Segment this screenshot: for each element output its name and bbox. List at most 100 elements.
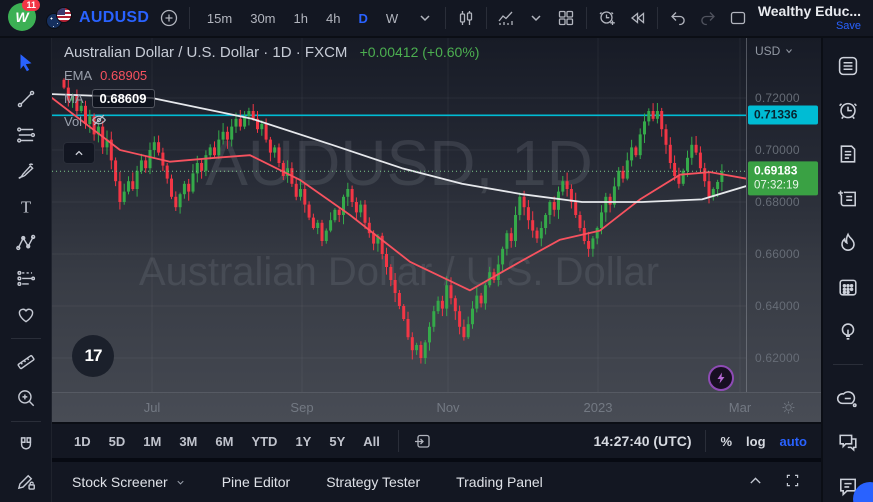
public-chat-icon[interactable] (830, 426, 866, 457)
range-button-All[interactable]: All (363, 433, 380, 449)
layout-grid-button[interactable] (556, 4, 576, 32)
tradingview-logo[interactable]: 17 (72, 335, 114, 377)
legend-collapse-button[interactable] (63, 142, 95, 164)
toolbar-separator (485, 7, 487, 29)
price-tick: 0.66000 (755, 247, 800, 261)
symbol-title-row[interactable]: Australian Dollar / U.S. Dollar · 1D · F… (64, 44, 479, 61)
time-axis[interactable]: Jul Sep Nov 2023 Mar (52, 392, 821, 422)
toolbar-separator (586, 7, 588, 29)
panel-maximize-icon[interactable] (784, 472, 801, 492)
calendar-icon[interactable] (830, 272, 866, 303)
symbol-description[interactable]: Australian Dollar / U.S. Dollar · 1D · F… (64, 44, 348, 61)
account-menu-button[interactable]: W 11 (8, 0, 40, 33)
magnet-icon[interactable] (7, 428, 45, 462)
eye-off-icon[interactable] (90, 111, 108, 132)
alert-price-chip[interactable]: 0.71336 (748, 105, 818, 125)
range-button-5D[interactable]: 5D (108, 433, 126, 449)
help-button[interactable] (853, 482, 873, 502)
heart-icon[interactable] (7, 298, 45, 332)
toolbar-separator (705, 430, 707, 452)
ideas-bulb-icon[interactable] (830, 316, 866, 347)
hotlists-icon[interactable] (830, 227, 866, 258)
undo-button[interactable] (668, 4, 688, 32)
auto-scale-toggle[interactable]: auto (779, 433, 807, 449)
range-button-1M[interactable]: 1M (143, 433, 162, 449)
chevron-down-icon (786, 49, 793, 54)
time-tick: Mar (728, 400, 752, 415)
toolbar-separator (189, 7, 190, 29)
log-scale-toggle[interactable]: log (746, 433, 766, 449)
tab-pine-editor[interactable]: Pine Editor (221, 474, 291, 490)
add-symbol-button[interactable] (159, 4, 179, 32)
panel-collapse-chevron-icon[interactable] (747, 472, 764, 492)
candlestick-chart[interactable] (52, 38, 746, 392)
symbol-name: AUDUSD (79, 9, 150, 26)
ruler-icon[interactable] (7, 345, 45, 379)
redo-button[interactable] (698, 4, 718, 32)
timeframe-button-1h[interactable]: 1h (293, 10, 308, 26)
tab-strategy-tester[interactable]: Strategy Tester (326, 474, 421, 490)
timeframe-button-W[interactable]: W (385, 10, 399, 26)
indicator-label[interactable]: MA (64, 90, 84, 106)
pencil-lock-icon[interactable] (7, 464, 45, 498)
save-layout-button[interactable]: Save (835, 19, 862, 32)
timeframe-button-4h[interactable]: 4h (325, 10, 341, 26)
chart-footer-toolbar: 1D 5D 1M 3M 6M YTD 1Y 5Y All 14:27:40 (UTC) % lo… (52, 422, 821, 458)
timeframe-button-D[interactable]: D (358, 10, 368, 26)
tab-stock-screener[interactable]: Stock Screener (72, 474, 186, 490)
indicator-row-ma[interactable]: MA 0.68609 (64, 88, 479, 108)
range-button-YTD[interactable]: YTD (251, 433, 278, 449)
news-icon[interactable] (830, 139, 866, 170)
window-frame-icon[interactable] (728, 4, 748, 32)
tab-trading-panel[interactable]: Trading Panel (456, 474, 543, 490)
messages-icon[interactable] (830, 471, 866, 502)
server-clock[interactable]: 14:27:40 (UTC) (593, 433, 692, 449)
zoom-in-icon[interactable] (7, 381, 45, 415)
watchlist-icon[interactable] (830, 50, 866, 81)
indicators-button[interactable] (496, 4, 516, 32)
bar-replay-button[interactable] (627, 4, 647, 32)
bar-countdown: 07:32:19 (754, 179, 799, 192)
price-change: +0.00412 (+0.60%) (359, 44, 480, 60)
text-notes-icon[interactable] (830, 183, 866, 214)
last-price-value: 0.69183 (754, 163, 798, 178)
forecast-icon[interactable] (7, 262, 45, 296)
chart-pane[interactable]: AUDUSD, 1D Australian Dollar / U.S. Doll… (52, 38, 821, 422)
go-to-date-button[interactable] (409, 427, 437, 455)
chat-cloud-icon[interactable] (830, 382, 866, 413)
alert-plus-button[interactable] (597, 4, 617, 32)
timeframe-button-30m[interactable]: 30m (250, 10, 276, 26)
range-button-6M[interactable]: 6M (215, 433, 234, 449)
range-button-1Y[interactable]: 1Y (295, 433, 312, 449)
toolbar-separator (397, 430, 399, 452)
cursor-icon[interactable] (7, 46, 45, 80)
price-tick: 0.68000 (755, 195, 800, 209)
indicator-row-ema[interactable]: EMA 0.68905 (64, 66, 479, 84)
indicator-label[interactable]: EMA (64, 67, 93, 83)
indicators-chevron-icon[interactable] (526, 4, 546, 32)
xabcd-pattern-icon[interactable] (7, 226, 45, 260)
range-button-3M[interactable]: 3M (179, 433, 198, 449)
layout-save-area[interactable]: Wealthy Educ... Save (757, 3, 865, 32)
price-scale[interactable]: USD 0.72000 0.70000 0.68000 0.66000 0.64000 0… (746, 38, 821, 392)
alerts-icon[interactable] (830, 94, 866, 125)
range-button-5Y[interactable]: 5Y (329, 433, 346, 449)
indicator-label[interactable]: Vol (64, 113, 83, 129)
price-scale-unit[interactable]: USD (755, 44, 794, 58)
candle-style-button[interactable] (456, 4, 476, 32)
indicator-row-vol[interactable]: Vol (64, 112, 479, 130)
symbol-search-button[interactable]: AUDUSD (46, 7, 149, 29)
trendline-icon[interactable] (7, 82, 45, 116)
fib-retracement-icon[interactable] (7, 118, 45, 152)
brush-icon[interactable] (7, 154, 45, 188)
timeframe-button-15m[interactable]: 15m (206, 10, 233, 26)
interval-dropdown-chevron-icon[interactable] (415, 4, 435, 32)
instant-order-bolt-icon[interactable] (708, 365, 734, 391)
text-icon[interactable]: T (7, 190, 45, 224)
range-button-1D[interactable]: 1D (74, 433, 91, 449)
layout-name[interactable]: Wealthy Educ... (757, 3, 862, 20)
price-tick: 0.62000 (755, 351, 800, 365)
percent-scale-toggle[interactable]: % (720, 433, 733, 449)
axis-settings-gear-icon[interactable] (780, 399, 797, 419)
